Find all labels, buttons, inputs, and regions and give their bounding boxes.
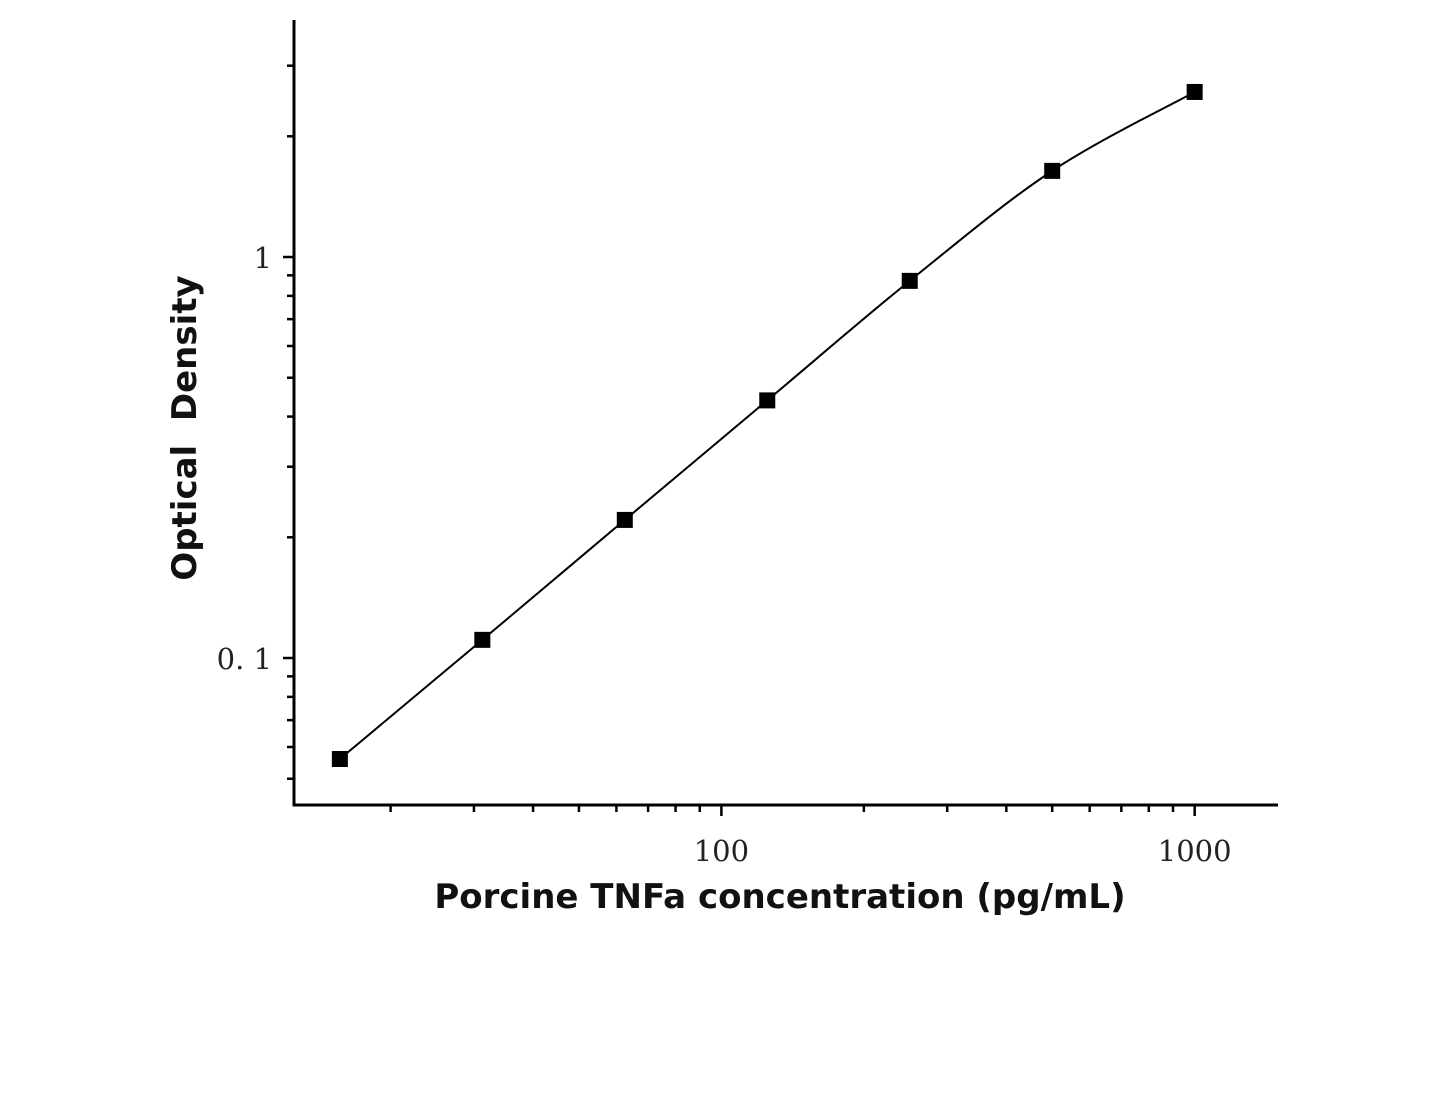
y-tick-label: 0. 1 — [217, 642, 272, 676]
data-point — [1044, 162, 1061, 179]
data-point — [1186, 83, 1203, 100]
fitted-curve — [339, 91, 1196, 760]
data-point — [759, 392, 776, 409]
x-tick-label: 1000 — [1158, 834, 1232, 868]
y-axis-title: Optical Density — [165, 275, 205, 580]
x-tick-label: 100 — [694, 834, 749, 868]
data-point — [616, 511, 633, 528]
axis-ticks — [283, 64, 1196, 816]
tick-labels: 0. 1 1 100 1000 — [217, 241, 1232, 868]
fitted-curve-layer — [339, 91, 1196, 760]
data-point — [474, 631, 491, 648]
data-point — [901, 272, 918, 289]
y-tick-label: 1 — [254, 241, 272, 275]
axes — [292, 20, 1278, 807]
x-axis-title: Porcine TNFa concentration (pg/mL) — [434, 877, 1125, 917]
data-points — [331, 83, 1203, 767]
data-point — [331, 750, 348, 767]
